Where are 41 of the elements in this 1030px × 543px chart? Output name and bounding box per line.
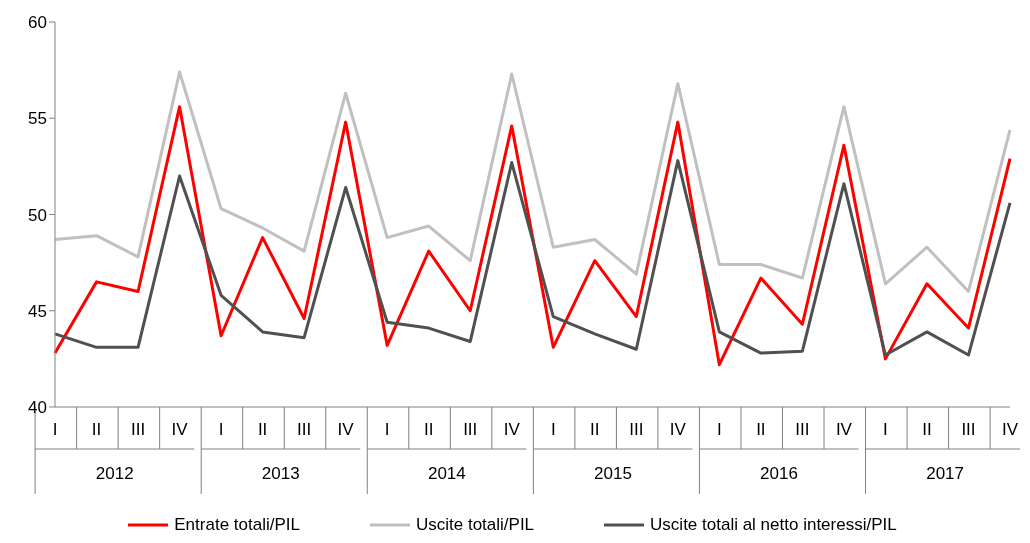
x-tick-label: IV [835, 420, 853, 439]
x-tick-label: III [961, 420, 976, 439]
x-tick-label: IV [1001, 420, 1019, 439]
legend-label: Entrate totali/PIL [174, 515, 300, 535]
line-series [53, 105, 1012, 367]
legend-label: Uscite totali/PIL [415, 515, 535, 535]
text: 2013 [261, 464, 300, 483]
text: 2017 [926, 464, 965, 483]
x-tick-label: II [756, 420, 766, 439]
x-tick-label: I [52, 420, 58, 439]
x-tick-label: IV [503, 420, 521, 439]
y-tick-label: 55 [28, 109, 47, 129]
x-tick-label: IV [337, 420, 355, 439]
x-tick-label: III [795, 420, 810, 439]
x-tick-label: IV [669, 420, 687, 439]
line-series [53, 159, 1012, 357]
x-tick-label: III [463, 420, 478, 439]
x-tick-label: III [130, 420, 146, 439]
legend-label: Uscite totali al netto interessi/PIL [650, 515, 897, 535]
y-tick-label: 40 [28, 398, 47, 418]
x-tick-label: II [590, 420, 600, 439]
y-tick-label: 45 [28, 301, 47, 321]
x-tick-label: IV [171, 420, 189, 439]
x-tick-label: II [922, 420, 932, 439]
text: 2014 [427, 464, 466, 483]
x-tick-label: III [297, 420, 312, 439]
x-tick-label: II [257, 420, 268, 439]
x-tick-label: I [384, 420, 390, 439]
text: 2015 [594, 464, 632, 483]
x-tick-label: I [218, 420, 224, 439]
x-tick-label: II [423, 420, 434, 439]
line-series [53, 70, 1012, 293]
y-tick-label: 50 [28, 205, 47, 225]
x-tick-label: III [629, 420, 644, 439]
text: 2012 [95, 464, 134, 483]
x-tick-label: I [883, 420, 888, 439]
x-tick-label: I [716, 420, 722, 439]
y-tick-label: 60 [28, 13, 47, 33]
text: 2016 [760, 464, 798, 483]
x-tick-label: I [550, 420, 556, 439]
x-tick-label: II [91, 420, 102, 439]
